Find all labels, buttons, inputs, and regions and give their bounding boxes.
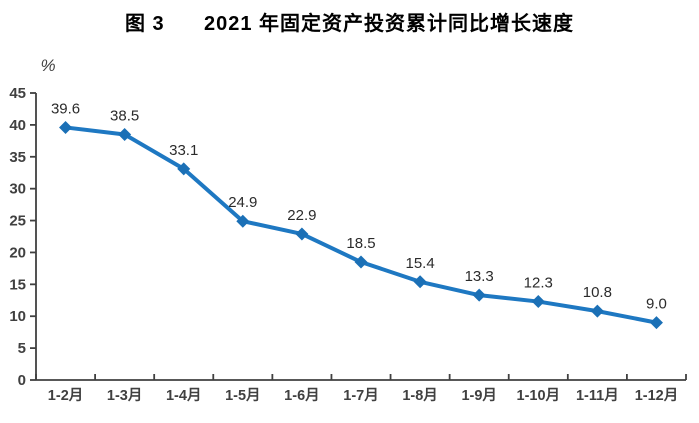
data-point-label: 13.3 <box>465 268 494 285</box>
x-category-label: 1-4月 <box>166 387 201 404</box>
y-tick-label: 0 <box>18 372 26 389</box>
data-point-label: 38.5 <box>110 107 139 124</box>
x-category-label: 1-7月 <box>343 387 378 404</box>
data-point-marker <box>472 288 486 302</box>
data-point-label: 18.5 <box>346 235 375 252</box>
x-category-label: 1-8月 <box>402 387 437 404</box>
data-point-marker <box>118 127 132 141</box>
y-tick-label: 40 <box>9 117 26 134</box>
data-point-label: 10.8 <box>583 284 612 301</box>
x-category-label: 1-11月 <box>576 387 619 404</box>
x-category-label: 1-3月 <box>107 387 142 404</box>
data-point-marker <box>590 304 604 318</box>
y-tick-label: 35 <box>9 149 26 166</box>
data-line <box>63 125 659 325</box>
y-tick-label: 25 <box>9 213 26 230</box>
data-point-label: 22.9 <box>287 207 316 224</box>
chart-title: 图 3 2021 年固定资产投资累计同比增长速度 <box>124 13 575 35</box>
x-category-label: 1-2月 <box>48 387 83 404</box>
data-point-marker <box>295 227 309 241</box>
data-point-marker <box>354 255 368 269</box>
x-category-label: 1-9月 <box>461 387 496 404</box>
data-point-marker <box>649 316 663 330</box>
data-point-marker <box>59 120 73 134</box>
y-axis-unit-label: % <box>40 56 55 75</box>
data-point-label: 24.9 <box>228 194 257 211</box>
data-point-label: 12.3 <box>524 275 553 292</box>
data-point-marker <box>531 295 545 309</box>
y-tick-label: 30 <box>9 181 26 198</box>
y-tick-label: 20 <box>9 244 26 261</box>
x-category-label: 1-12月 <box>635 387 679 404</box>
data-point-marker <box>413 275 427 289</box>
data-point-label: 15.4 <box>405 255 434 272</box>
y-tick-label: 5 <box>18 340 26 357</box>
data-point-label: 33.1 <box>169 142 198 159</box>
x-category-label: 1-10月 <box>517 387 561 404</box>
y-tick-label: 10 <box>9 308 26 325</box>
data-point-marker <box>236 214 250 228</box>
y-tick-label: 15 <box>9 276 26 293</box>
data-point-label: 39.6 <box>51 100 80 117</box>
y-tick-label: 45 <box>9 85 26 102</box>
data-point-marker <box>177 162 191 176</box>
x-category-label: 1-6月 <box>284 387 319 404</box>
data-point-label: 9.0 <box>646 296 667 313</box>
x-category-label: 1-5月 <box>225 387 260 404</box>
